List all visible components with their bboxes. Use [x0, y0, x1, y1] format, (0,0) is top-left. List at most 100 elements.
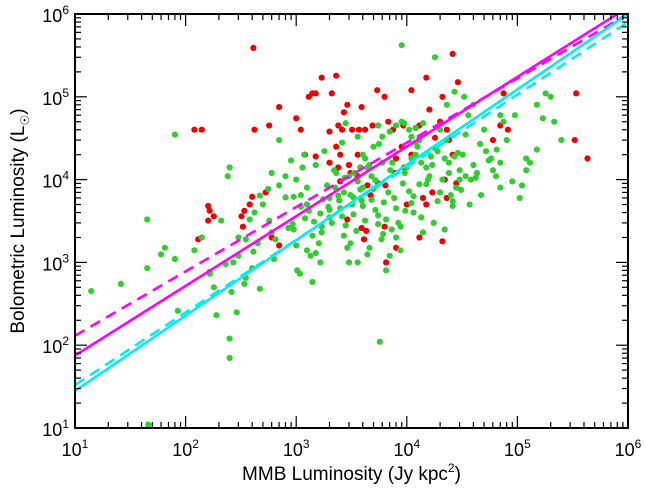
green-data-point: [408, 200, 415, 207]
green-data-point: [408, 133, 415, 140]
green-data-point: [431, 54, 439, 61]
green-data-point: [441, 155, 448, 162]
green-data-point: [447, 192, 454, 199]
green-data-point: [389, 159, 396, 166]
y-tick-label: 104: [42, 169, 69, 192]
green-data-point: [282, 173, 289, 180]
red-data-point: [426, 106, 433, 113]
green-data-point: [213, 312, 220, 319]
red-data-point: [318, 74, 325, 81]
green-data-point: [375, 140, 382, 147]
green-data-point: [218, 217, 225, 224]
plot-frame: [74, 13, 629, 429]
x-tick-label: 103: [283, 437, 310, 460]
green-data-point: [265, 185, 272, 193]
green-data-point: [228, 288, 235, 295]
green-data-point: [144, 216, 151, 223]
red-data-point: [429, 189, 436, 196]
green-data-point: [393, 234, 400, 241]
green-data-point: [312, 249, 319, 257]
green-data-point: [424, 176, 431, 183]
green-data-point: [339, 213, 346, 220]
green-data-point: [386, 128, 393, 135]
red-data-point: [408, 87, 415, 94]
green-data-point: [301, 215, 309, 222]
red-data-point: [206, 207, 213, 214]
green-data-point: [358, 197, 365, 204]
y-tick-label: 101: [42, 417, 69, 440]
red-data-point: [293, 115, 300, 122]
green-data-point: [462, 173, 469, 180]
red-data-point: [328, 90, 335, 97]
green-data-point: [383, 267, 390, 274]
green-data-point: [171, 131, 178, 138]
green-data-point: [233, 309, 240, 316]
green-data-point: [246, 216, 253, 223]
green-data-point: [383, 216, 390, 223]
red-data-point: [374, 87, 381, 94]
red-data-point: [246, 201, 253, 208]
green-data-point: [497, 159, 504, 166]
green-data-point: [321, 148, 328, 155]
data-points: [88, 42, 591, 428]
green-data-point: [161, 244, 168, 251]
green-data-point: [299, 164, 306, 171]
red-data-point: [309, 90, 316, 97]
green-data-point: [375, 212, 382, 219]
red-data-point: [326, 159, 333, 166]
green-data-point: [509, 178, 516, 185]
green-data-point: [461, 93, 468, 100]
x-tick-label: 101: [62, 437, 89, 460]
green-data-point: [145, 421, 152, 428]
red-data-point: [333, 72, 340, 79]
green-data-point: [347, 240, 354, 247]
green-data-point: [350, 211, 357, 218]
green-data-point: [370, 143, 377, 150]
green-data-point: [310, 218, 318, 225]
green-data-point: [401, 169, 408, 177]
red-data-point: [423, 74, 430, 81]
green-data-point: [437, 126, 444, 133]
green-data-point: [340, 232, 347, 239]
green-data-point: [317, 259, 324, 266]
red-data-point: [423, 201, 430, 208]
red-data-point: [419, 194, 427, 202]
green-data-point: [335, 192, 342, 199]
green-data-point: [171, 255, 178, 263]
green-data-point: [354, 133, 361, 140]
green-data-point: [375, 122, 382, 129]
green-data-point: [434, 148, 441, 155]
red-data-point: [333, 143, 340, 150]
green-data-point: [293, 242, 300, 249]
green-data-point: [339, 139, 346, 146]
green-data-point: [226, 335, 233, 342]
green-data-point: [437, 189, 444, 196]
green-data-point: [429, 161, 436, 169]
green-data-point: [174, 307, 181, 314]
red-data-point: [431, 134, 439, 141]
green-data-point: [449, 198, 456, 205]
green-data-point: [117, 280, 124, 287]
green-data-point: [307, 252, 314, 259]
red-data-point: [205, 202, 212, 210]
green-data-point: [466, 201, 473, 208]
green-data-point: [235, 234, 242, 241]
red-data-point: [249, 193, 256, 200]
fit-lines: [75, 14, 628, 393]
red-data-point: [198, 126, 205, 133]
green-data-point: [493, 146, 500, 153]
green-data-point: [399, 180, 406, 187]
red-data-point: [443, 126, 450, 133]
green-data-point: [456, 167, 463, 174]
green-data-point: [342, 222, 349, 229]
green-data-point: [353, 227, 360, 234]
green-data-point: [362, 155, 369, 162]
green-data-point: [397, 247, 404, 254]
green-data-point: [250, 248, 257, 255]
green-data-point: [368, 196, 375, 203]
red-data-point: [571, 137, 578, 144]
red-data-point: [449, 50, 456, 58]
green-data-point: [526, 159, 534, 166]
green-data-point: [317, 210, 324, 217]
green-data-point: [478, 192, 485, 199]
